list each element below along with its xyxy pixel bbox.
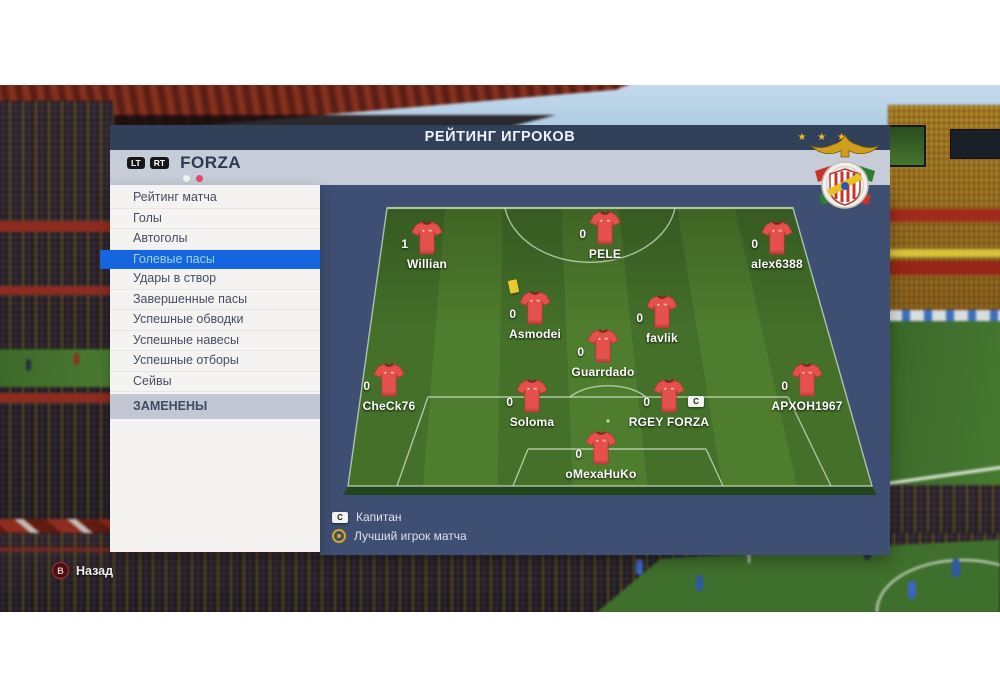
jersey-icon (791, 362, 823, 398)
pitch-line-arc (876, 559, 1000, 612)
jersey-icon (585, 430, 617, 466)
sidebar-item-assists[interactable]: Голевые пасы (100, 249, 320, 269)
player-stat-value: 0 (577, 345, 584, 359)
jersey-icon (589, 210, 621, 246)
page-dot-inactive (183, 175, 190, 182)
jersey-icon (646, 294, 678, 330)
sidebar-item-completed-passes[interactable]: Завершенные пасы (110, 290, 320, 310)
left-stand-rail (0, 221, 114, 232)
left-stand-rail (0, 393, 114, 403)
jersey-icon (761, 220, 793, 256)
stats-menu: Рейтинг матча Голы Автоголы Голевые пасы… (100, 188, 320, 392)
camera-operator (696, 575, 703, 591)
back-control[interactable]: B Назад (52, 562, 113, 579)
player-figure (26, 359, 31, 371)
club-crest-icon (805, 133, 885, 224)
jersey-icon (653, 378, 685, 414)
rt-shoulder-button-icon[interactable]: RT (149, 156, 170, 170)
jersey-icon (373, 362, 405, 398)
formation-panel: 1 Willian 0 PELE 0 alex6388 0 Asmodei 0 … (320, 185, 890, 555)
sidebar-item-goals[interactable]: Голы (110, 209, 320, 229)
player-stat-value: 0 (509, 307, 516, 321)
panel-header: РЕЙТИНГ ИГРОКОВ ★ ★ ★ (110, 125, 890, 150)
player-stat-value: 0 (363, 379, 370, 393)
player-name: APXOH1967 (771, 399, 843, 413)
page-title: РЕЙТИНГ ИГРОКОВ (424, 129, 576, 145)
player-stat-value: 0 (781, 379, 788, 393)
stats-sidebar: Рейтинг матча Голы Автоголы Голевые пасы… (100, 185, 320, 552)
player-name: Soloma (509, 415, 555, 429)
player-name: Guarrdado (571, 365, 635, 379)
player-name: CheCk76 (362, 399, 416, 413)
captain-badge-icon: C (688, 396, 704, 407)
jersey-icon (516, 378, 548, 414)
right-pitch (888, 321, 1000, 489)
player-card[interactable]: 0 favlik (602, 292, 722, 345)
player-stat-value: 0 (751, 237, 758, 251)
player-stat-value: 0 (506, 395, 513, 409)
player-card[interactable]: 0 Guarrdado (543, 326, 663, 379)
video-screen (886, 125, 926, 167)
camera-operator (908, 581, 916, 599)
player-card[interactable]: 0 CheCk76 (329, 360, 449, 413)
ad-boards (888, 310, 1000, 321)
player-card[interactable]: 0 APXOH1967 (747, 360, 867, 413)
sidebar-item-successful-dribbles[interactable]: Успешные обводки (110, 310, 320, 331)
sidebar-item-match-rating[interactable]: Рейтинг матча (110, 188, 320, 209)
sidebar-item-successful-crosses[interactable]: Успешные навесы (110, 331, 320, 351)
player-stat-value: 0 (575, 447, 582, 461)
camera-operator (636, 559, 643, 575)
camera-operator (952, 559, 960, 577)
player-name: alex6388 (751, 257, 803, 271)
player-name: PELE (588, 247, 622, 261)
sidebar-item-own-goals[interactable]: Автоголы (110, 229, 320, 250)
back-label: Назад (76, 563, 114, 578)
player-card[interactable]: 0 Asmodei (475, 279, 595, 341)
best-player-legend-label: Лучший игрок матча (354, 529, 467, 543)
left-stand-rail (0, 286, 114, 295)
lt-shoulder-button-icon[interactable]: LT (127, 156, 145, 170)
player-stat-value: 0 (636, 311, 643, 325)
player-name: favlik (646, 331, 678, 345)
player-name: Asmodei (508, 327, 562, 341)
team-name: FORZA (180, 153, 242, 172)
right-stand-banner (888, 261, 1000, 275)
player-name: Willian (407, 257, 447, 271)
substituted-section-header: ЗАМЕНЕНЫ (110, 394, 320, 419)
player-card[interactable]: 0 C RGEY FORZA (609, 376, 729, 429)
player-name: RGEY FORZA (628, 415, 710, 429)
player-stat-value: 0 (579, 227, 586, 241)
player-figure (74, 353, 79, 365)
player-stat-value: 1 (401, 237, 408, 251)
sidebar-item-shots-on-target[interactable]: Удары в створ (110, 269, 320, 290)
sidebar-item-saves[interactable]: Сейвы (110, 372, 320, 392)
legend: C Капитан Лучший игрок матча (332, 510, 467, 543)
jersey-icon (411, 220, 443, 256)
player-card[interactable]: 0 PELE (545, 208, 665, 261)
touchline (888, 462, 1000, 487)
panel-subheader: LT RT FORZA (110, 150, 890, 185)
right-stand-banner (888, 249, 1000, 257)
sidebar-item-successful-tackles[interactable]: Успешные отборы (110, 351, 320, 372)
left-pitch-strip (0, 349, 112, 387)
player-name: oMexaHuKo (565, 467, 637, 481)
right-stand-banner (888, 209, 1000, 222)
jersey-icon (519, 290, 551, 326)
player-card[interactable]: 1 Willian (367, 218, 487, 271)
player-stat-value: 0 (643, 395, 650, 409)
page-dots (183, 175, 203, 182)
page-dot-active (196, 175, 203, 182)
gamepad-b-button-icon: B (52, 562, 69, 579)
captain-badge-icon: C (332, 511, 348, 523)
captain-legend-label: Капитан (356, 510, 402, 524)
corner-flag-pole (748, 549, 750, 563)
scoreboard-screen (950, 129, 1000, 159)
best-player-medal-icon (332, 529, 346, 543)
player-card[interactable]: 0 alex6388 (717, 218, 837, 271)
jersey-icon (587, 328, 619, 364)
player-card[interactable]: 0 Soloma (472, 376, 592, 429)
player-card[interactable]: 0 oMexaHuKo (541, 428, 661, 481)
club-stars-icon: ★ ★ ★ (797, 132, 850, 143)
